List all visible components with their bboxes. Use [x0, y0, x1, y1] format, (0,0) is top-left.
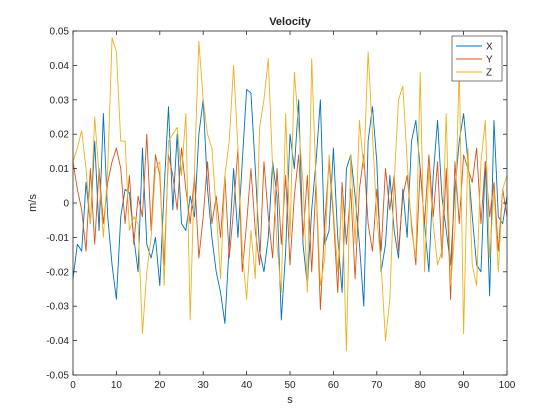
y-tick-label: -0.05 — [46, 371, 69, 382]
y-tick-label: 0 — [63, 199, 69, 210]
x-tick-label: 10 — [111, 380, 123, 391]
y-tick-label: 0.04 — [50, 61, 70, 72]
y-tick-label: 0.02 — [50, 130, 70, 141]
y-axis-label: m/s — [27, 194, 39, 212]
y-tick-label: -0.04 — [46, 336, 69, 347]
y-tick-label: -0.01 — [46, 233, 69, 244]
x-tick-label: 50 — [284, 380, 296, 391]
y-tick-label: 0.03 — [50, 95, 70, 106]
series-line-z — [72, 37, 508, 352]
y-tick-label: 0.01 — [50, 164, 70, 175]
x-axis-label: s — [287, 394, 293, 406]
axes-background — [73, 31, 507, 375]
legend: XYZ — [451, 35, 503, 82]
series-lines — [72, 37, 508, 352]
y-tick-label: -0.03 — [46, 302, 69, 313]
x-tick-label: 40 — [241, 380, 253, 391]
axis-ticks: 0 10 20 30 40 50 60 70 80 90 100 -0.05 -0.04 -0.03 -0.… — [46, 27, 516, 392]
x-tick-label: 70 — [371, 380, 383, 391]
x-tick-label: 0 — [70, 380, 76, 391]
legend-label-z: Z — [486, 68, 492, 79]
legend-label-y: Y — [486, 55, 493, 66]
chart-title: Velocity — [269, 16, 311, 28]
y-tick-label: -0.02 — [46, 267, 69, 278]
x-tick-label: 20 — [154, 380, 166, 391]
legend-label-x: X — [486, 42, 493, 53]
series-line-x — [72, 89, 508, 324]
x-tick-label: 60 — [328, 380, 340, 391]
x-tick-label: 100 — [499, 380, 516, 391]
x-tick-label: 80 — [415, 380, 427, 391]
y-tick-label: 0.05 — [50, 27, 70, 38]
series-line-y — [72, 133, 508, 311]
x-tick-label: 90 — [458, 380, 470, 391]
x-tick-label: 30 — [198, 380, 210, 391]
